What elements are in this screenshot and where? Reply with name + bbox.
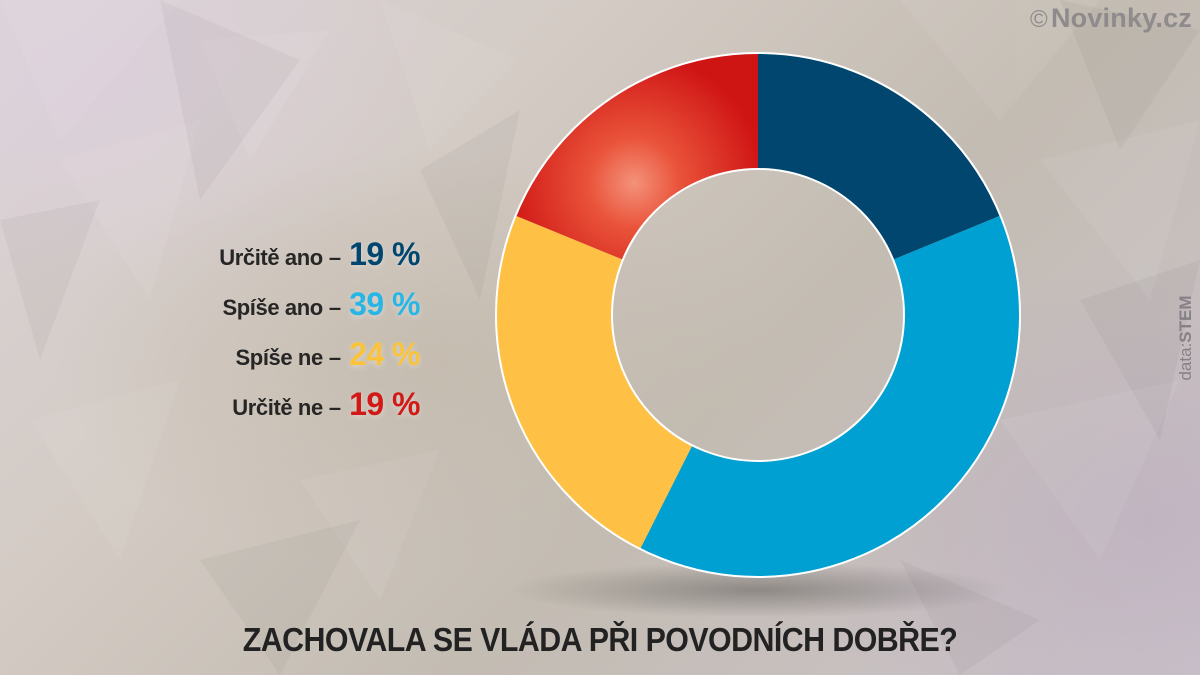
legend-label: Určitě ano — [219, 245, 323, 270]
donut-segments — [495, 52, 1021, 578]
legend-item-urcite-ano: Určitě ano – 19 % — [160, 236, 420, 286]
watermark-text: Novinky.cz — [1050, 3, 1192, 33]
legend-label: Spíše ne — [235, 345, 324, 370]
legend-value: 24 % — [349, 336, 420, 372]
legend-item-spise-ne: Spíše ne – 24 % — [160, 336, 421, 386]
chart-legend: Určitě ano – 19 % Spíše ano – 39 % Spíše… — [160, 236, 420, 436]
donut-segment-určitě-ne — [515, 53, 758, 260]
legend-label: Spíše ano — [222, 295, 323, 320]
legend-dash: – — [328, 295, 342, 320]
legend-value: 19 % — [349, 386, 420, 422]
donut-segment-určitě-ano — [758, 53, 1001, 260]
legend-item-spise-ano: Spíše ano – 39 % — [160, 286, 420, 336]
legend-dash: – — [328, 245, 342, 270]
legend-value: 19 % — [349, 236, 420, 272]
legend-value: 39 % — [349, 286, 420, 322]
donut-segment-spíše-ano — [640, 215, 1020, 577]
donut-segment-spíše-ne — [496, 215, 693, 549]
copyright-icon: © — [1030, 6, 1048, 33]
outer-ring-border — [495, 52, 1021, 578]
legend-dash: – — [328, 395, 342, 420]
legend-dash: – — [328, 345, 342, 370]
legend-item-urcite-ne: Určitě ne – 19 % — [160, 386, 420, 436]
chart-shadow — [508, 562, 1008, 618]
chart-title: ZACHOVALA SE VLÁDA PŘI POVODNÍCH DOBŘE? — [242, 621, 958, 658]
legend-label: Určitě ne — [232, 395, 323, 420]
novinky-watermark: © Novinky.cz — [1030, 3, 1192, 34]
inner-ring-border — [611, 168, 905, 462]
